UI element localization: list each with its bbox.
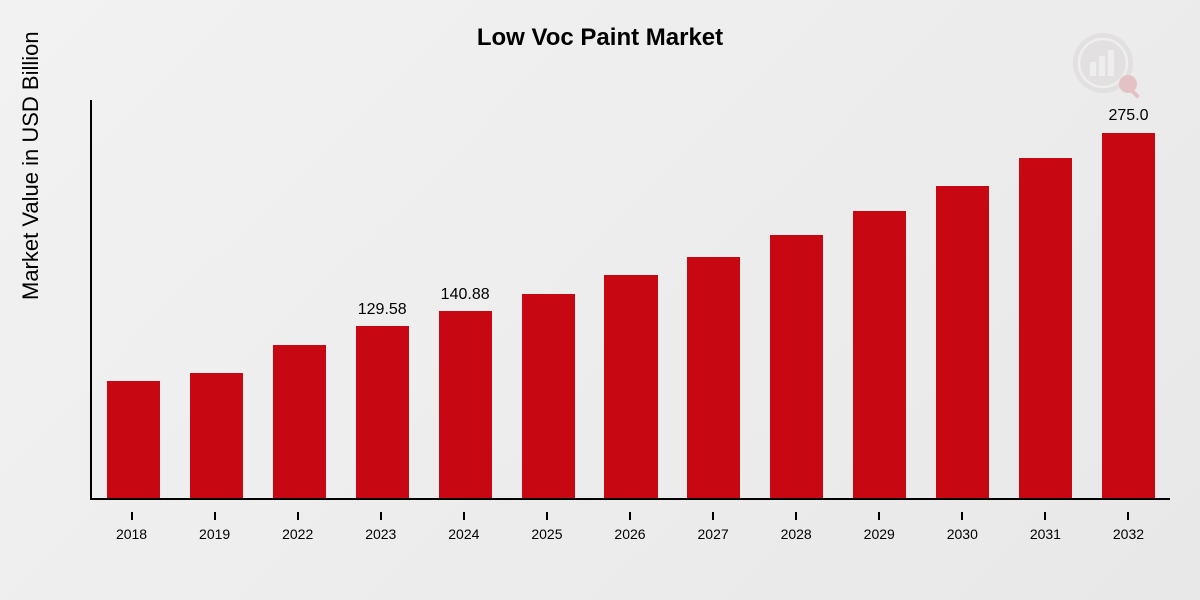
x-tick: 2025	[505, 512, 588, 542]
x-tick-mark	[463, 512, 465, 520]
bar-slot	[921, 100, 1004, 498]
bar-slot	[1004, 100, 1087, 498]
plot-area: 129.58140.88 275.0	[90, 100, 1170, 500]
bar	[687, 257, 740, 498]
x-tick-label: 2031	[1030, 526, 1061, 542]
bar	[604, 275, 657, 498]
x-tick-label: 2030	[947, 526, 978, 542]
bar-value-label: 140.88	[424, 286, 507, 304]
x-tick-mark	[961, 512, 963, 520]
chart-title: Low Voc Paint Market	[0, 0, 1200, 52]
bars-container: 129.58140.88 275.0	[92, 100, 1170, 498]
x-tick-mark	[380, 512, 382, 520]
x-tick-mark	[1127, 512, 1129, 520]
bar-slot	[92, 100, 175, 498]
x-tick: 2032	[1087, 512, 1170, 542]
x-tick-label: 2026	[614, 526, 645, 542]
x-tick-mark	[131, 512, 133, 520]
bar-slot: 275.0	[1087, 100, 1170, 498]
bar	[439, 311, 492, 498]
bar-slot	[590, 100, 673, 498]
x-tick: 2028	[755, 512, 838, 542]
bar-slot	[838, 100, 921, 498]
x-tick-label: 2028	[781, 526, 812, 542]
bar	[770, 235, 823, 498]
bar-value-label: 275.0	[1087, 107, 1170, 125]
x-tick: 2031	[1004, 512, 1087, 542]
x-tick-mark	[214, 512, 216, 520]
x-tick: 2018	[90, 512, 173, 542]
x-tick: 2029	[838, 512, 921, 542]
bar	[107, 381, 160, 498]
x-tick-mark	[878, 512, 880, 520]
x-tick: 2026	[588, 512, 671, 542]
x-tick: 2027	[672, 512, 755, 542]
bar-slot	[507, 100, 590, 498]
x-tick-label: 2025	[531, 526, 562, 542]
x-tick-label: 2019	[199, 526, 230, 542]
bar	[1019, 158, 1072, 498]
bar	[522, 294, 575, 498]
x-tick: 2019	[173, 512, 256, 542]
x-tick-mark	[629, 512, 631, 520]
bar	[273, 345, 326, 498]
bar-slot	[175, 100, 258, 498]
bar	[936, 186, 989, 498]
x-tick-label: 2029	[864, 526, 895, 542]
x-tick-label: 2018	[116, 526, 147, 542]
x-tick-mark	[546, 512, 548, 520]
x-tick: 2022	[256, 512, 339, 542]
x-tick-label: 2032	[1113, 526, 1144, 542]
bar-slot: 129.58	[341, 100, 424, 498]
x-tick: 2030	[921, 512, 1004, 542]
bar	[1102, 133, 1155, 498]
bar-slot	[672, 100, 755, 498]
bar-value-label: 129.58	[341, 301, 424, 319]
x-tick-label: 2027	[698, 526, 729, 542]
bar-slot	[755, 100, 838, 498]
x-tick-mark	[712, 512, 714, 520]
x-tick-label: 2023	[365, 526, 396, 542]
x-tick: 2023	[339, 512, 422, 542]
bar	[190, 373, 243, 498]
x-tick-label: 2022	[282, 526, 313, 542]
x-tick-mark	[297, 512, 299, 520]
chart-area: 129.58140.88275.0 2018201920222023202420…	[80, 100, 1170, 540]
bar	[853, 211, 906, 498]
x-tick-mark	[1044, 512, 1046, 520]
bar-slot	[258, 100, 341, 498]
watermark-logo	[1070, 30, 1140, 105]
x-tick: 2024	[422, 512, 505, 542]
x-tick-label: 2024	[448, 526, 479, 542]
x-tick-mark	[795, 512, 797, 520]
bar-slot: 140.88	[424, 100, 507, 498]
x-axis: 2018 2019 2022 2023 2024 2025 2026 2027 2028 2029…	[90, 512, 1170, 542]
bar	[356, 326, 409, 498]
y-axis-label: Market Value in USD Billion	[18, 31, 44, 300]
